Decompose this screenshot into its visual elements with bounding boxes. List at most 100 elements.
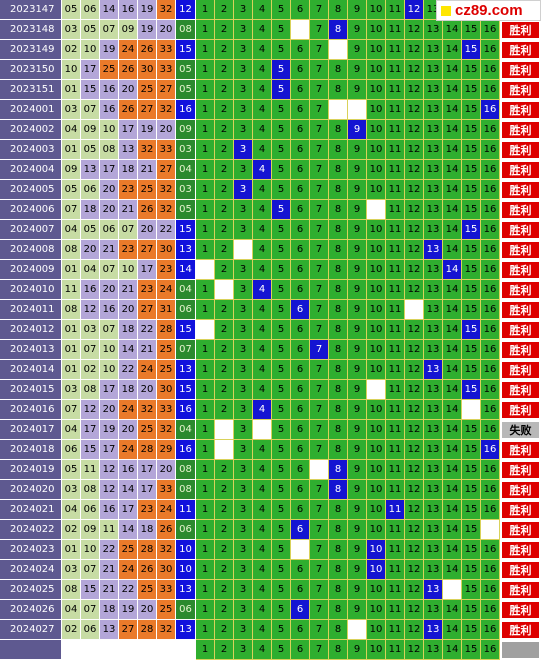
grid-cell-5: 5 — [272, 180, 291, 200]
red-ball-cell: 02 — [81, 360, 100, 380]
grid-cell-10: 10 — [367, 560, 386, 580]
grid-cell-5: 5 — [272, 240, 291, 260]
grid-cell-5: 5 — [272, 20, 291, 40]
grid-cell-8: 8 — [329, 360, 348, 380]
grid-cell-8: 8 — [329, 540, 348, 560]
footer-grid-cell-9: 9 — [348, 640, 367, 660]
red-ball-cell: 07 — [62, 200, 81, 220]
red-ball-cell: 01 — [62, 260, 81, 280]
red-ball-cell: 32 — [157, 620, 176, 640]
grid-cell-7: 7 — [310, 540, 329, 560]
red-ball-cell: 13 — [100, 620, 119, 640]
grid-cell-13: 13 — [424, 520, 443, 540]
grid-cell-1: 1 — [196, 540, 215, 560]
grid-cell-14: 14 — [443, 480, 462, 500]
grid-cell-5: 5 — [272, 120, 291, 140]
grid-cell-15: 15 — [462, 620, 481, 640]
grid-cell-3: 3 — [234, 280, 253, 300]
grid-cell-2: 2 — [215, 380, 234, 400]
grid-cell-10: 10 — [367, 340, 386, 360]
table-row: 2024007 04 05 06 07 20 22 15 1 2 3 4 5 6 7 8 9 10 11 12 13 14… — [0, 220, 541, 240]
red-ball-cell: 06 — [100, 220, 119, 240]
grid-cell-9: 9 — [348, 140, 367, 160]
grid-cell-10: 10 — [367, 460, 386, 480]
grid-cell-1: 1 — [196, 580, 215, 600]
grid-cell-10: 10 — [367, 280, 386, 300]
grid-cell-2: 2 — [215, 240, 234, 260]
grid-cell-9: 9 — [348, 400, 367, 420]
grid-cell-11: 11 — [386, 320, 405, 340]
result-label: 胜利 — [502, 122, 539, 138]
result-win-badge: 胜利 — [500, 460, 541, 480]
red-ball-cell: 11 — [100, 520, 119, 540]
red-ball-cell: 26 — [138, 40, 157, 60]
result-label: 胜利 — [502, 102, 539, 118]
grid-cell-8: 8 — [329, 500, 348, 520]
grid-cell-4: 4 — [253, 380, 272, 400]
grid-cell-9: 9 — [348, 160, 367, 180]
blue-ball-cell: 14 — [176, 260, 196, 280]
red-ball-cell: 08 — [100, 140, 119, 160]
grid-cell-14: 14 — [443, 620, 462, 640]
red-ball-cell: 03 — [62, 100, 81, 120]
grid-cell-4: 4 — [253, 540, 272, 560]
grid-cell-15: 15 — [462, 60, 481, 80]
red-ball-cell: 06 — [81, 500, 100, 520]
result-win-badge: 胜利 — [500, 400, 541, 420]
grid-cell-15: 15 — [462, 300, 481, 320]
red-ball-cell: 32 — [157, 420, 176, 440]
grid-cell-10: 10 — [367, 220, 386, 240]
grid-cell-2: 2 — [215, 300, 234, 320]
table-row: 2024011 08 12 16 20 27 31 06 1 2 3 4 5 6 7 8 9 10 11 13 14 15… — [0, 300, 541, 320]
grid-cell-10: 10 — [367, 600, 386, 620]
blue-ball-cell: 06 — [176, 300, 196, 320]
grid-cell-11: 11 — [386, 60, 405, 80]
grid-cell-8: 8 — [329, 320, 348, 340]
grid-cell-16: 16 — [481, 460, 500, 480]
grid-cell-16: 16 — [481, 100, 500, 120]
table-row: 2024023 01 10 22 25 28 32 10 1 2 3 4 5 7 8 9 10 11 12 13 14 1… — [0, 540, 541, 560]
red-ball-cell: 08 — [81, 480, 100, 500]
grid-cell-3: 3 — [234, 580, 253, 600]
grid-cell-3: 3 — [234, 160, 253, 180]
result-label: 胜利 — [502, 162, 539, 178]
grid-cell-1: 1 — [196, 420, 215, 440]
grid-cell-5: 5 — [272, 160, 291, 180]
grid-cell-13: 13 — [424, 320, 443, 340]
footer-grid-cell-10: 10 — [367, 640, 386, 660]
grid-cell-6: 6 — [291, 480, 310, 500]
table-row: 2024022 02 09 11 14 18 26 06 1 2 3 4 5 6 7 8 9 10 11 12 13 14… — [0, 520, 541, 540]
period-cell: 2024011 — [0, 300, 62, 320]
grid-cell-7: 7 — [310, 120, 329, 140]
grid-cell-7: 7 — [310, 560, 329, 580]
grid-cell-2: 2 — [215, 580, 234, 600]
grid-cell-2 — [215, 420, 234, 440]
grid-cell-16: 16 — [481, 500, 500, 520]
grid-cell-11: 11 — [386, 300, 405, 320]
grid-cell-12: 12 — [405, 200, 424, 220]
period-cell: 2024008 — [0, 240, 62, 260]
result-win-badge: 胜利 — [500, 20, 541, 40]
result-win-badge: 胜利 — [500, 520, 541, 540]
grid-cell-8: 8 — [329, 80, 348, 100]
grid-cell-16: 16 — [481, 120, 500, 140]
grid-cell-7: 7 — [310, 20, 329, 40]
red-ball-cell: 07 — [62, 400, 81, 420]
table-row: 2024002 04 09 10 17 19 20 09 1 2 3 4 5 6 7 8 9 10 11 12 13 14… — [0, 120, 541, 140]
grid-cell-2: 2 — [215, 360, 234, 380]
period-cell: 2024009 — [0, 260, 62, 280]
grid-cell-14: 14 — [443, 40, 462, 60]
grid-cell-4: 4 — [253, 160, 272, 180]
red-ball-cell: 04 — [62, 120, 81, 140]
grid-cell-15: 15 — [462, 140, 481, 160]
table-row: 2024021 04 06 16 17 23 24 11 1 2 3 4 5 6 7 8 9 10 11 12 13 14… — [0, 500, 541, 520]
red-ball-cell: 07 — [81, 560, 100, 580]
red-ball-cell: 19 — [138, 120, 157, 140]
table-row: 2024005 05 06 20 23 25 32 03 1 2 3 4 5 6 7 8 9 10 11 12 13 14… — [0, 180, 541, 200]
grid-cell-4: 4 — [253, 200, 272, 220]
red-ball-cell: 26 — [119, 100, 138, 120]
red-ball-cell: 20 — [119, 300, 138, 320]
site-logo[interactable]: cz89.com — [436, 0, 541, 21]
result-label: 胜利 — [502, 582, 539, 598]
